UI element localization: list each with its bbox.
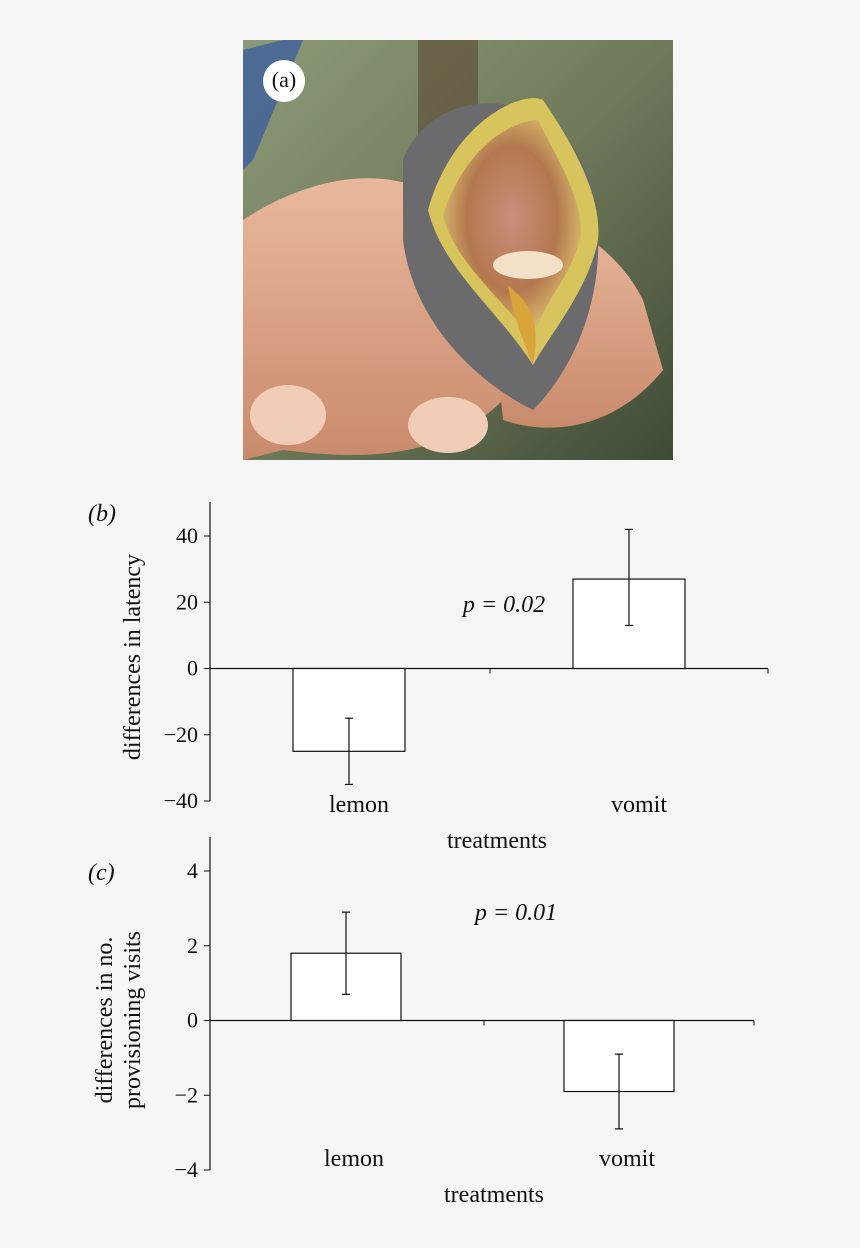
chart-provisioning: −4 −2 0 2 4 lemon vomit treatments differences i… [88,837,755,1208]
x-axis-label: treatments [447,828,547,854]
category-label: lemon [324,1146,384,1172]
y-tick-label: 40 [176,523,198,548]
panel-label: (c) [88,860,115,886]
nestling-photo: (a) [243,40,673,460]
y-axis-label: differences in no. [92,937,118,1104]
open-mouth [443,120,582,340]
y-tick-label: −40 [164,788,198,813]
y-axis-label: differences in latency [120,554,146,760]
category-label: vomit [599,1146,655,1172]
nestling-photo-drawing [243,40,673,460]
p-value-annotation: p = 0.01 [473,900,557,926]
y-tick-label: −2 [175,1082,198,1107]
y-tick-label: 2 [187,933,198,958]
x-axis-label: treatments [444,1182,544,1208]
y-tick-label: 20 [176,589,198,614]
category-label: vomit [611,792,667,818]
panel-label-a: (a) [263,60,305,102]
y-tick-label: −20 [164,722,198,747]
panel-label: (b) [88,501,116,527]
tongue [493,251,563,279]
y-axis-label: provisioning visits [120,931,146,1109]
lower-beak [508,285,536,365]
chart-latency: −40 −20 0 20 40 lemon vomit treatments differenc… [88,501,769,854]
category-label: lemon [329,792,389,818]
y-tick-label: 4 [187,858,198,883]
y-tick-label: 0 [187,1008,198,1033]
fingertip-left [250,385,326,445]
y-tick-label: −4 [175,1157,198,1182]
p-value-annotation: p = 0.02 [461,592,545,618]
y-tick-label: 0 [187,656,198,681]
fingertip-right [408,397,488,453]
